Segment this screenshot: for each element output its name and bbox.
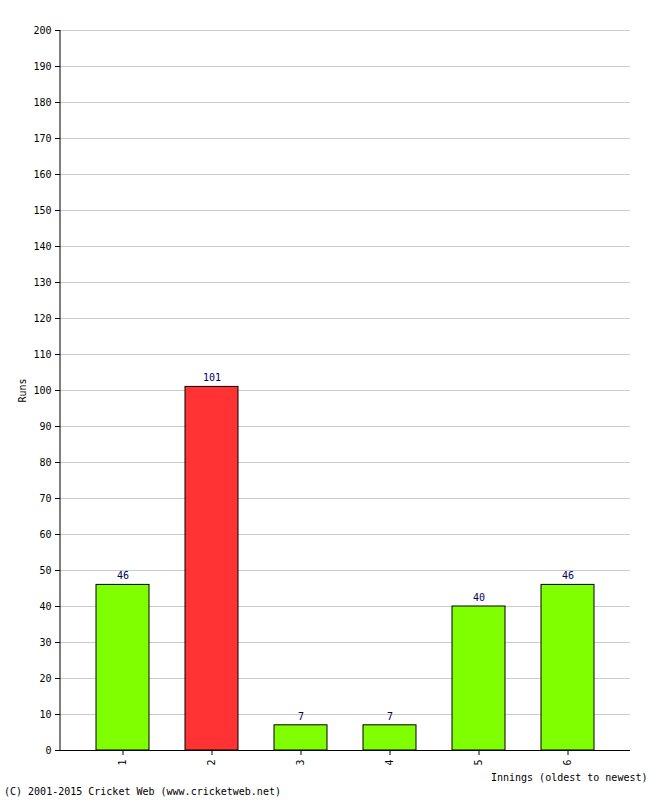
svg-text:7: 7 [298,711,304,722]
svg-text:20: 20 [39,673,51,684]
svg-text:70: 70 [39,493,51,504]
html-text:(C) 2001-2015 Cricket Web (www: (C) 2001-2015 Cricket Web (www.cricketwe… [4,786,281,797]
svg-text:180: 180 [33,97,51,108]
svg-text:Innings (oldest to newest): Innings (oldest to newest) [491,772,648,783]
svg-text:46: 46 [562,570,574,581]
svg-text:100: 100 [33,385,51,396]
svg-text:10: 10 [39,709,51,720]
svg-text:140: 140 [33,241,51,252]
svg-text:6: 6 [562,760,573,766]
svg-text:40: 40 [473,592,485,603]
svg-text:40: 40 [39,601,51,612]
svg-text:80: 80 [39,457,51,468]
svg-text:101: 101 [203,372,221,383]
svg-text:120: 120 [33,313,51,324]
svg-text:150: 150 [33,205,51,216]
svg-text:190: 190 [33,61,51,72]
svg-text:3: 3 [295,760,306,766]
svg-text:5: 5 [473,760,484,766]
svg-text:30: 30 [39,637,51,648]
svg-text:200: 200 [33,25,51,36]
svg-text:170: 170 [33,133,51,144]
svg-text:90: 90 [39,421,51,432]
svg-text:0: 0 [45,745,51,756]
svg-text:160: 160 [33,169,51,180]
svg-text:2: 2 [206,760,217,766]
svg-text:110: 110 [33,349,51,360]
svg-text:60: 60 [39,529,51,540]
svg-text:1: 1 [117,760,128,766]
svg-text:4: 4 [384,760,395,766]
svg-text:130: 130 [33,277,51,288]
svg-text:46: 46 [117,570,129,581]
svg-text:Runs: Runs [17,378,28,402]
svg-text:7: 7 [387,711,393,722]
svg-text:50: 50 [39,565,51,576]
